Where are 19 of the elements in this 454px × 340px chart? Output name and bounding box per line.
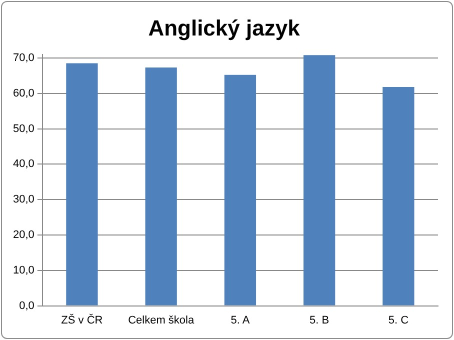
- y-tick-label: 60,0: [12, 87, 34, 100]
- y-tick-label: 0,0: [19, 300, 34, 312]
- y-tick-label: 20,0: [12, 229, 34, 242]
- bar: [66, 63, 98, 306]
- x-tick-label: 5. A: [230, 314, 250, 326]
- y-tick-label: 70,0: [12, 52, 34, 64]
- y-tick-label: 40,0: [12, 158, 34, 170]
- bar: [224, 74, 256, 306]
- y-tick-label: 30,0: [12, 194, 34, 206]
- y-tick-label: 10,0: [12, 264, 34, 276]
- x-tick-label: 5. C: [388, 314, 409, 326]
- bar: [382, 86, 414, 306]
- x-tick-label: Celkem škola: [128, 314, 195, 326]
- chart-title: Anglický jazyk: [148, 15, 301, 40]
- x-tick-label: 5. B: [310, 314, 330, 326]
- y-tick-label: 50,0: [12, 122, 34, 135]
- bar: [145, 68, 177, 306]
- bar: [304, 55, 336, 306]
- x-tick-label: ZŠ v ČR: [61, 313, 103, 326]
